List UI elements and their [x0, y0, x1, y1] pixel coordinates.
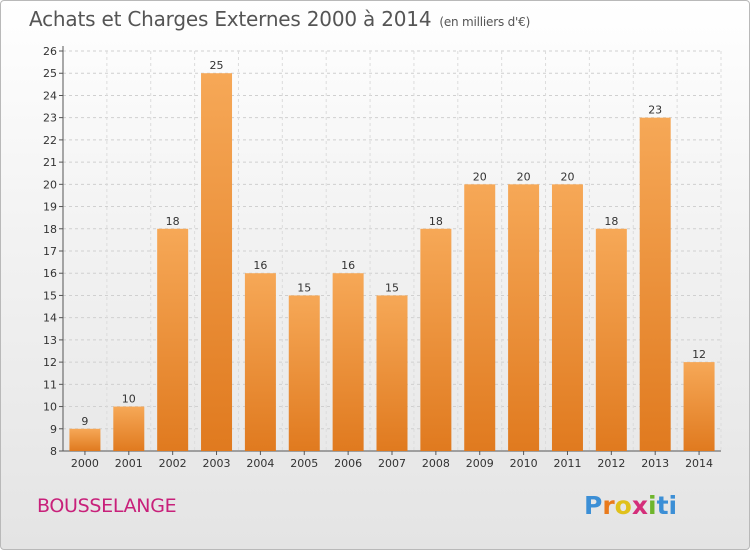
- x-tick-label: 2006: [334, 457, 362, 470]
- x-tick-label: 2001: [115, 457, 143, 470]
- data-label: 15: [297, 281, 311, 294]
- x-tick-label: 2005: [290, 457, 318, 470]
- logo-letter: ti: [656, 491, 678, 520]
- x-tick-label: 2008: [422, 457, 450, 470]
- bar-2002[interactable]: [157, 228, 189, 451]
- logo-letter: x: [631, 491, 648, 520]
- y-tick-label: 22: [43, 134, 57, 147]
- bar-2005[interactable]: [288, 295, 320, 451]
- data-label: 16: [253, 259, 267, 272]
- proxiti-logo[interactable]: Proxiti: [584, 491, 677, 520]
- x-tick-label: 2012: [597, 457, 625, 470]
- bar-2011[interactable]: [551, 184, 583, 452]
- data-label: 20: [517, 170, 531, 183]
- chart-title: Achats et Charges Externes 2000 à 2014 (e…: [29, 7, 530, 31]
- data-label: 15: [385, 281, 399, 294]
- bar-2014[interactable]: [683, 362, 715, 451]
- x-tick-label: 2004: [246, 457, 274, 470]
- bar-2000[interactable]: [69, 428, 101, 451]
- y-tick-label: 13: [43, 334, 57, 347]
- data-label: 16: [341, 259, 355, 272]
- x-tick-label: 2007: [378, 457, 406, 470]
- bar-2004[interactable]: [244, 273, 276, 451]
- x-tick-label: 2010: [510, 457, 538, 470]
- bar-2009[interactable]: [464, 184, 496, 452]
- y-tick-label: 9: [50, 423, 57, 436]
- y-tick-label: 18: [43, 223, 57, 236]
- x-tick-label: 2009: [466, 457, 494, 470]
- town-name: BOUSSELANGE: [37, 495, 177, 517]
- bar-2007[interactable]: [376, 295, 408, 451]
- y-tick-label: 14: [43, 312, 57, 325]
- data-label: 18: [604, 215, 618, 228]
- data-label: 23: [648, 104, 662, 117]
- data-label: 10: [122, 393, 136, 406]
- data-label: 25: [210, 59, 224, 72]
- bars: [69, 73, 715, 452]
- y-tick-label: 12: [43, 356, 57, 369]
- bar-2001[interactable]: [113, 406, 145, 451]
- bar-2006[interactable]: [332, 273, 364, 451]
- x-tick-label: 2003: [203, 457, 231, 470]
- y-tick-label: 17: [43, 245, 57, 258]
- data-labels: 9 10 18 25 16 15 16 15 18 20 20 20 18 23 12: [81, 59, 706, 428]
- logo-letter: r: [602, 491, 615, 520]
- x-tick-label: 2011: [553, 457, 581, 470]
- logo-letter: o: [614, 491, 632, 520]
- y-tick-label: 19: [43, 201, 57, 214]
- data-label: 20: [560, 170, 574, 183]
- data-label: 9: [81, 415, 88, 428]
- y-tick-label: 26: [43, 45, 57, 58]
- x-tick-label: 2002: [159, 457, 187, 470]
- x-tick-label: 2000: [71, 457, 99, 470]
- y-tick-label: 11: [43, 378, 57, 391]
- bar-2010[interactable]: [508, 184, 540, 452]
- chart-title-text: Achats et Charges Externes 2000 à 2014: [29, 7, 432, 31]
- y-tick-label: 8: [50, 445, 57, 458]
- y-tick-label: 10: [43, 401, 57, 414]
- logo-letter: i: [648, 491, 657, 520]
- bar-2008[interactable]: [420, 228, 452, 451]
- y-tick-label: 25: [43, 67, 57, 80]
- y-tick-label: 15: [43, 289, 57, 302]
- bar-2012[interactable]: [595, 228, 627, 451]
- y-tick-label: 21: [43, 156, 57, 169]
- bar-2003[interactable]: [201, 73, 233, 451]
- x-tick-label: 2014: [685, 457, 713, 470]
- data-label: 18: [166, 215, 180, 228]
- data-label: 20: [473, 170, 487, 183]
- data-label: 12: [692, 348, 706, 361]
- y-tick-label: 20: [43, 178, 57, 191]
- x-tick-label: 2013: [641, 457, 669, 470]
- y-tick-label: 23: [43, 112, 57, 125]
- y-tick-label: 24: [43, 89, 57, 102]
- chart-unit: (en milliers d'€): [439, 15, 531, 29]
- bar-2013[interactable]: [639, 117, 671, 452]
- y-tick-label: 16: [43, 267, 57, 280]
- logo-letter: P: [584, 491, 603, 520]
- data-label: 18: [429, 215, 443, 228]
